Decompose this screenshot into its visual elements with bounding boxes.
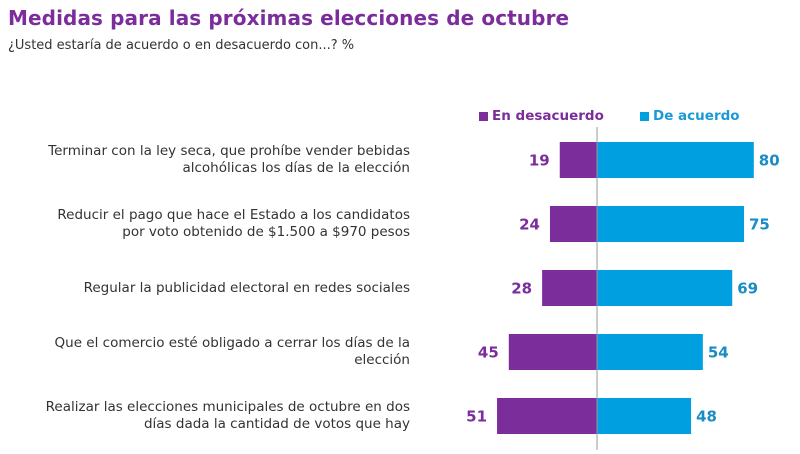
value-label-disagree: 19	[529, 152, 550, 170]
category-label-line: Terminar con la ley seca, que prohíbe ve…	[48, 143, 410, 159]
bar-disagree	[508, 334, 597, 370]
value-label-disagree: 24	[519, 216, 540, 234]
legend-swatch-disagree	[479, 111, 488, 121]
bar-agree	[597, 206, 744, 242]
chart-title: Medidas para las próximas elecciones de …	[8, 6, 570, 30]
category-label: Reducir el pago que hace el Estado a los…	[10, 207, 410, 241]
chart-subtitle: ¿Usted estaría de acuerdo o en desacuerd…	[8, 38, 355, 53]
legend-item-agree: De acuerdo	[640, 108, 740, 124]
category-label-line: Reducir el pago que hace el Estado a los…	[57, 207, 410, 223]
category-label-line: días dada la cantidad de votos que hay	[143, 416, 410, 432]
bar-disagree	[559, 142, 597, 178]
category-label-line: Realizar las elecciones municipales de o…	[45, 399, 410, 415]
category-label-line: Que el comercio esté obligado a cerrar l…	[54, 335, 410, 351]
bar-disagree	[549, 206, 597, 242]
category-label: Que el comercio esté obligado a cerrar l…	[10, 335, 410, 369]
value-label-agree: 69	[737, 280, 758, 298]
bar-agree	[597, 334, 703, 370]
legend-label-disagree: En desacuerdo	[492, 108, 604, 124]
category-label-line: alcohólicas los días de la elección	[182, 160, 410, 176]
value-label-agree: 80	[759, 152, 780, 170]
value-label-agree: 54	[708, 344, 729, 362]
category-label-line: por voto obtenido de $1.500 a $970 pesos	[122, 224, 410, 240]
legend-label-agree: De acuerdo	[653, 108, 740, 124]
value-label-agree: 75	[749, 216, 770, 234]
bar-disagree	[497, 398, 597, 434]
value-label-disagree: 45	[478, 344, 499, 362]
bar-disagree	[542, 270, 597, 306]
legend-item-disagree: En desacuerdo	[479, 108, 604, 124]
value-label-disagree: 51	[466, 408, 487, 426]
category-label: Realizar las elecciones municipales de o…	[10, 399, 410, 433]
legend-swatch-agree	[640, 111, 649, 121]
bar-agree	[597, 398, 692, 434]
category-label-line: elección	[354, 352, 410, 368]
value-label-agree: 48	[696, 408, 717, 426]
value-label-disagree: 28	[511, 280, 532, 298]
category-label: Terminar con la ley seca, que prohíbe ve…	[10, 143, 410, 177]
bar-agree	[597, 142, 754, 178]
category-label-line: Regular la publicidad electoral en redes…	[83, 279, 410, 296]
category-label: Regular la publicidad electoral en redes…	[10, 280, 410, 297]
bar-agree	[597, 270, 733, 306]
